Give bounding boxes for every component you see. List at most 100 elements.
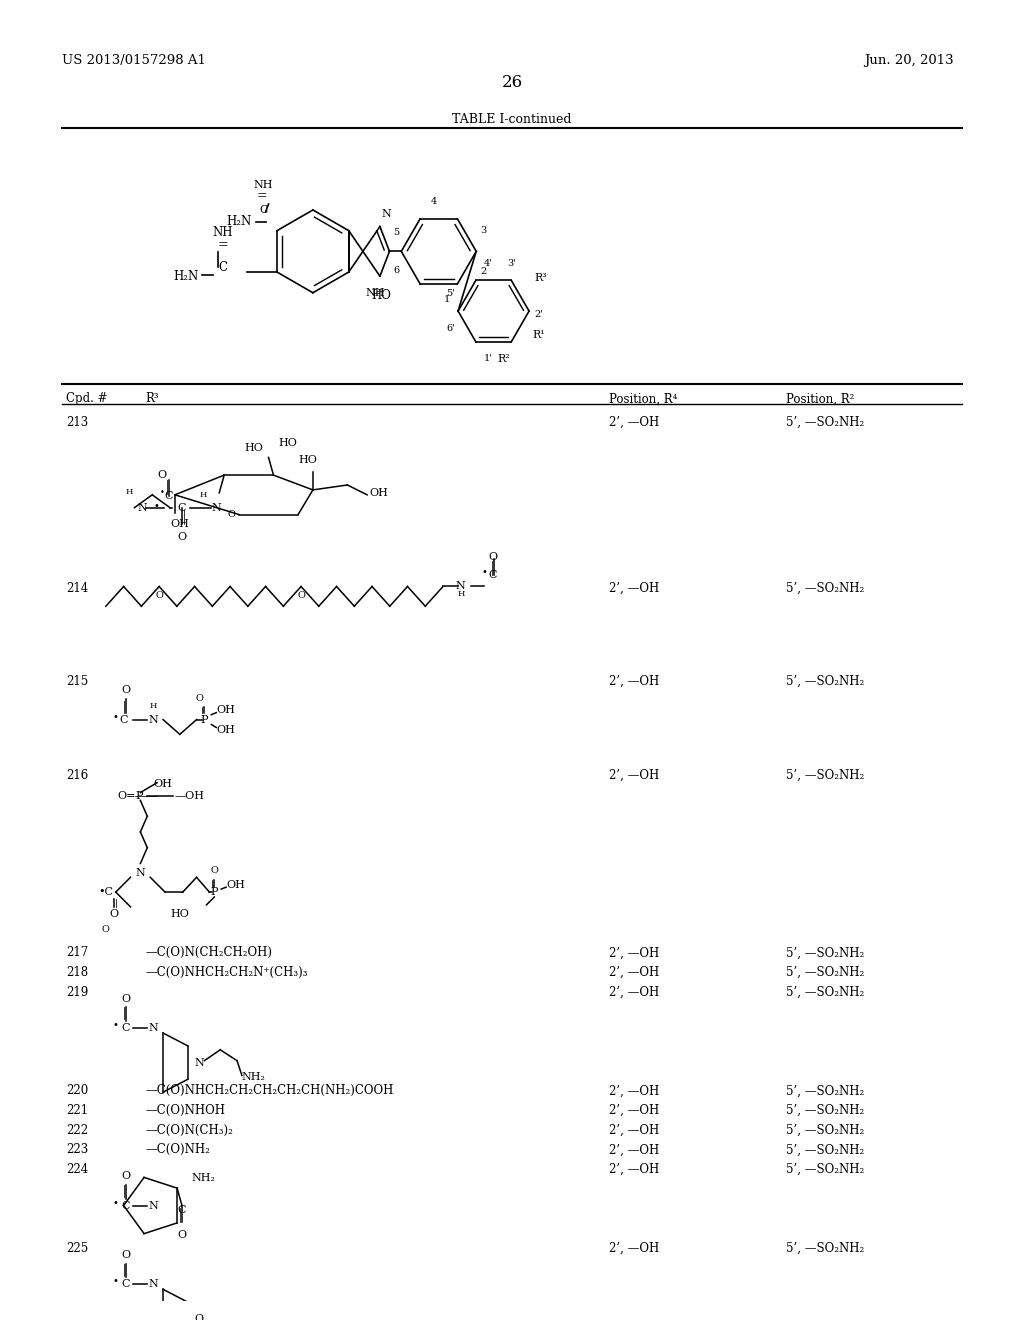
Text: HO: HO — [372, 289, 391, 302]
Text: 224: 224 — [67, 1163, 89, 1176]
Text: O: O — [195, 1313, 204, 1320]
Text: =: = — [256, 189, 267, 202]
Text: 2’, —OH: 2’, —OH — [608, 1143, 658, 1156]
Text: US 2013/0157298 A1: US 2013/0157298 A1 — [61, 54, 206, 67]
Text: 2’, —OH: 2’, —OH — [608, 676, 658, 688]
Text: H: H — [150, 702, 157, 710]
Text: NH: NH — [254, 181, 273, 190]
Text: 2’, —OH: 2’, —OH — [608, 1084, 658, 1097]
Text: HO: HO — [299, 455, 317, 465]
Text: =: = — [217, 238, 228, 251]
Text: 2’, —OH: 2’, —OH — [608, 1104, 658, 1117]
Text: O: O — [156, 591, 163, 601]
Text: O=: O= — [117, 792, 135, 801]
Text: OH: OH — [226, 880, 245, 890]
Text: 5’, —SO₂NH₂: 5’, —SO₂NH₂ — [786, 1242, 864, 1255]
Text: 2': 2' — [534, 310, 543, 318]
Text: O: O — [177, 1229, 186, 1239]
Text: H: H — [457, 590, 465, 598]
Text: 2’, —OH: 2’, —OH — [608, 416, 658, 429]
Text: 5’, —SO₂NH₂: 5’, —SO₂NH₂ — [786, 582, 864, 594]
Text: O: O — [227, 510, 236, 519]
Text: HO: HO — [279, 437, 298, 447]
Text: •: • — [154, 500, 159, 511]
Text: P: P — [211, 887, 218, 898]
Text: O: O — [196, 694, 204, 702]
Text: 221: 221 — [67, 1104, 89, 1117]
Text: H: H — [199, 491, 207, 499]
Text: N: N — [195, 1057, 205, 1068]
Text: C: C — [120, 714, 128, 725]
Text: —C(O)NHCH₂CH₂N⁺(CH₃)₃: —C(O)NHCH₂CH₂N⁺(CH₃)₃ — [145, 966, 308, 979]
Text: 2’, —OH: 2’, —OH — [608, 986, 658, 999]
Text: —C(O)N(CH₃)₂: —C(O)N(CH₃)₂ — [145, 1123, 233, 1137]
Text: O: O — [488, 552, 498, 562]
Text: OH: OH — [170, 520, 189, 529]
Text: 2’, —OH: 2’, —OH — [608, 1123, 658, 1137]
Text: •C: •C — [98, 887, 114, 898]
Text: —OH: —OH — [175, 792, 205, 801]
Text: 5’, —SO₂NH₂: 5’, —SO₂NH₂ — [786, 768, 864, 781]
Text: 3': 3' — [507, 259, 516, 268]
Text: 2’, —OH: 2’, —OH — [608, 1163, 658, 1176]
Text: Position, R²: Position, R² — [786, 392, 854, 405]
Text: H₂N: H₂N — [226, 215, 252, 228]
Text: —C(O)NHCH₂CH₂CH₂CH₂CH(NH₂)COOH: —C(O)NHCH₂CH₂CH₂CH₂CH(NH₂)COOH — [145, 1084, 393, 1097]
Text: 1: 1 — [443, 294, 450, 304]
Text: 4: 4 — [431, 197, 437, 206]
Text: •: • — [160, 488, 165, 498]
Text: N: N — [382, 209, 391, 219]
Text: 2’, —OH: 2’, —OH — [608, 582, 658, 594]
Text: 5’, —SO₂NH₂: 5’, —SO₂NH₂ — [786, 1163, 864, 1176]
Text: Position, R⁴: Position, R⁴ — [608, 392, 677, 405]
Text: 5’, —SO₂NH₂: 5’, —SO₂NH₂ — [786, 1143, 864, 1156]
Text: N: N — [456, 582, 466, 591]
Text: 26: 26 — [502, 74, 522, 91]
Text: 218: 218 — [67, 966, 89, 979]
Text: 5’, —SO₂NH₂: 5’, —SO₂NH₂ — [786, 416, 864, 429]
Text: HO: HO — [245, 444, 263, 454]
Text: R¹: R¹ — [532, 330, 545, 341]
Text: 1': 1' — [484, 355, 494, 363]
Text: H₂N: H₂N — [173, 271, 199, 284]
Text: N: N — [148, 1023, 158, 1034]
Text: 5’, —SO₂NH₂: 5’, —SO₂NH₂ — [786, 986, 864, 999]
Text: N: N — [137, 503, 147, 512]
Text: OH: OH — [369, 488, 388, 498]
Text: N: N — [211, 503, 221, 512]
Text: N: N — [148, 1200, 158, 1210]
Text: •: • — [113, 1276, 119, 1287]
Text: H: H — [125, 488, 132, 496]
Text: C: C — [122, 1023, 130, 1034]
Text: O: O — [102, 924, 110, 933]
Text: O: O — [177, 532, 186, 543]
Text: N: N — [148, 1279, 158, 1290]
Text: O: O — [210, 866, 218, 875]
Text: —C(O)NHOH: —C(O)NHOH — [145, 1104, 225, 1117]
Text: OH: OH — [216, 705, 236, 714]
Text: NH₂: NH₂ — [191, 1173, 216, 1183]
Text: 5’, —SO₂NH₂: 5’, —SO₂NH₂ — [786, 1084, 864, 1097]
Text: 214: 214 — [67, 582, 89, 594]
Text: Cpd. #: Cpd. # — [67, 392, 108, 405]
Text: O: O — [121, 685, 130, 696]
Text: R³: R³ — [534, 273, 547, 282]
Text: N: N — [135, 869, 145, 878]
Text: C: C — [177, 503, 186, 512]
Text: —C(O)N(CH₂CH₂OH): —C(O)N(CH₂CH₂OH) — [145, 946, 272, 960]
Text: 215: 215 — [67, 676, 89, 688]
Text: 2’, —OH: 2’, —OH — [608, 768, 658, 781]
Text: 5’, —SO₂NH₂: 5’, —SO₂NH₂ — [786, 676, 864, 688]
Text: •: • — [481, 566, 487, 577]
Text: R²: R² — [498, 355, 511, 364]
Text: C: C — [122, 1200, 130, 1210]
Text: C: C — [488, 570, 497, 579]
Text: 223: 223 — [67, 1143, 89, 1156]
Text: 217: 217 — [67, 946, 89, 960]
Text: O: O — [121, 1171, 130, 1181]
Text: P: P — [201, 714, 208, 725]
Text: NH: NH — [213, 226, 233, 239]
Text: 5': 5' — [446, 289, 455, 298]
Text: •: • — [113, 1197, 119, 1208]
Text: 220: 220 — [67, 1084, 89, 1097]
